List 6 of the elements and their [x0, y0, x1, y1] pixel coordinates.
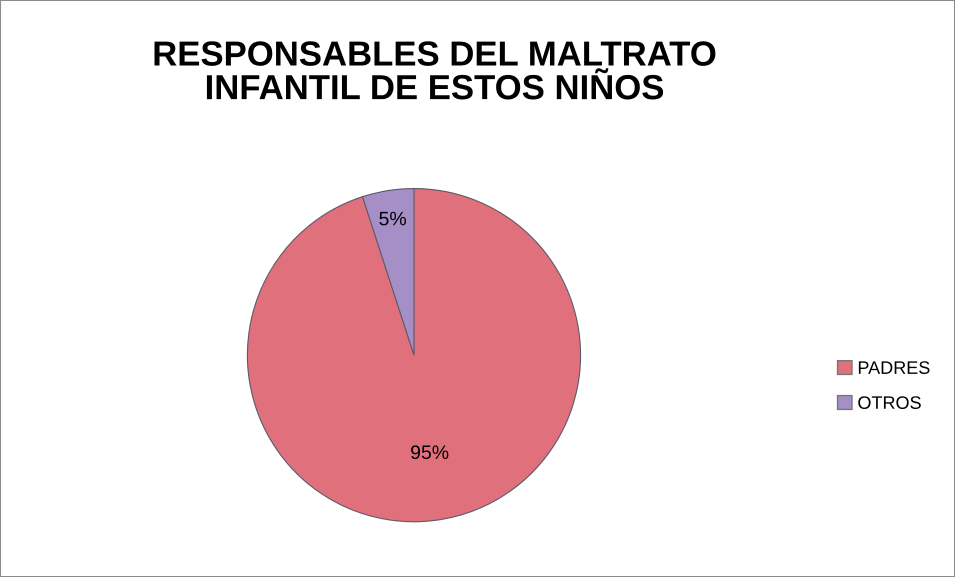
legend-label: OTROS [858, 396, 921, 409]
pie-slice [246, 188, 582, 522]
data-label: 95% [411, 445, 448, 460]
legend-label: PADRES [858, 361, 930, 374]
chart-title: RESPONSABLES DEL MALTRATO INFANTIL DE ESTOS NIÑOS [154, 41, 716, 100]
data-label: 5% [379, 212, 406, 226]
